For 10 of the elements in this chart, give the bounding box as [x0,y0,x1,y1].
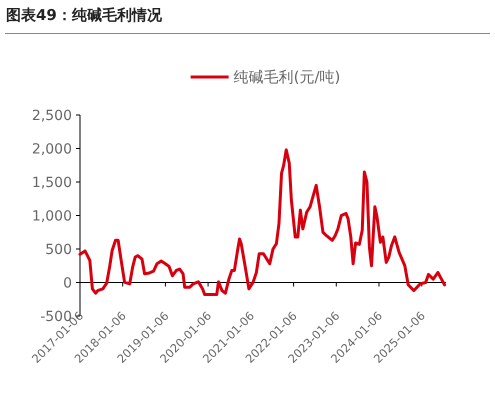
y-tick-label: 1,500 [32,175,72,191]
y-tick-label: 1,000 [32,208,72,224]
y-tick-label: 500 [45,242,72,258]
y-tick-label: 2,000 [32,142,72,158]
y-tick-label: 0 [63,276,72,292]
chart-title: 图表49：纯碱毛利情况 [6,6,163,24]
title: 图表49：纯碱毛利情况 [4,6,490,34]
legend: 纯碱毛利(元/吨) [190,68,340,86]
legend-label: 纯碱毛利(元/吨) [234,68,340,86]
y-tick-label: 2,500 [32,108,72,124]
